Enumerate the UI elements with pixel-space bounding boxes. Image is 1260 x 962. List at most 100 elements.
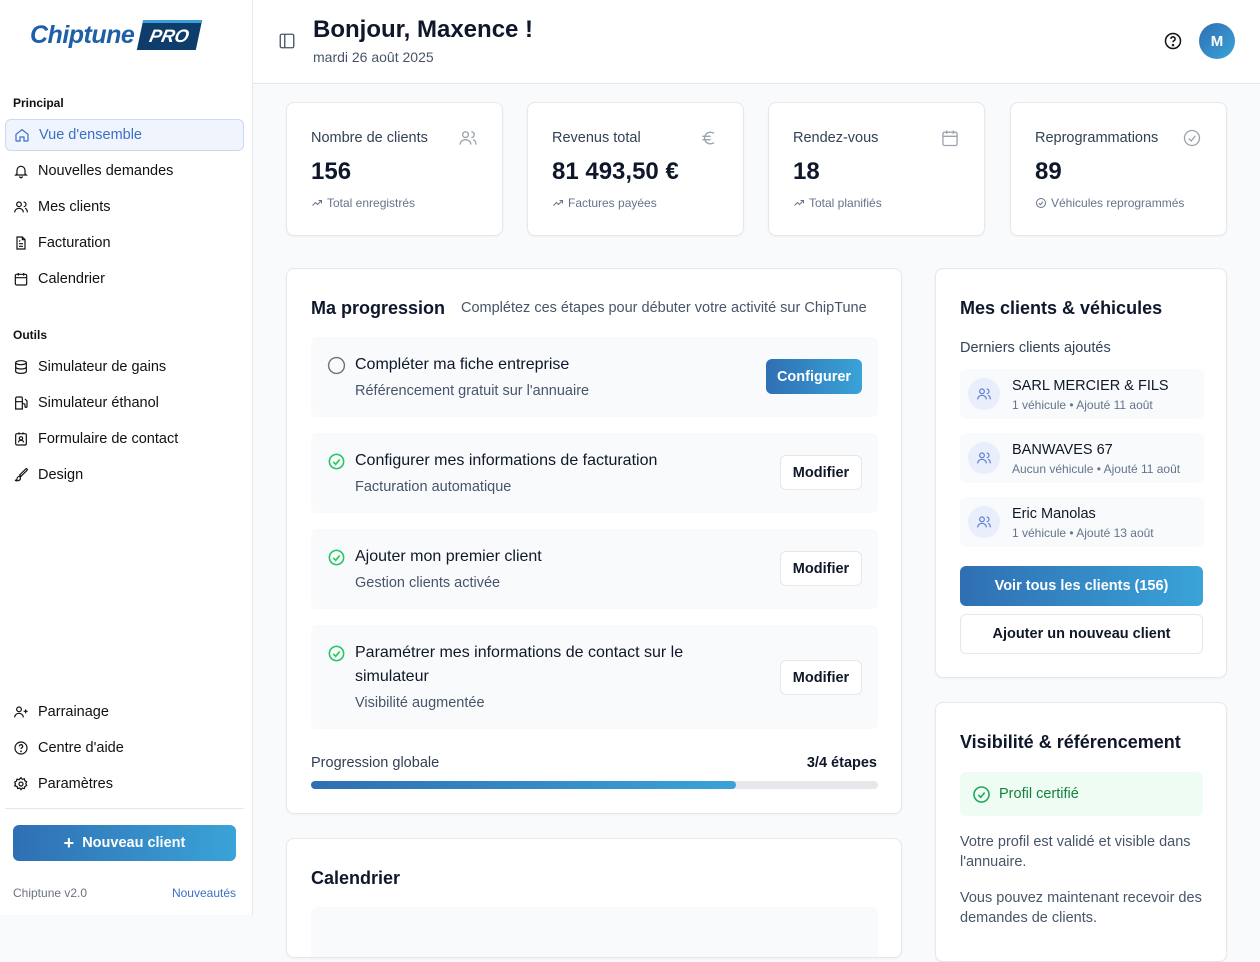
trend-icon — [312, 200, 322, 206]
stat-sub: Véhicules reprogrammés — [1035, 196, 1184, 210]
users-icon — [977, 452, 991, 464]
progress-bar-fill — [311, 781, 737, 789]
sidebar-item-label: Design — [38, 467, 84, 483]
sidebar-item-label: Parrainage — [38, 704, 109, 720]
view-all-clients-button[interactable]: Voir tous les clients (156) — [960, 566, 1203, 606]
calendar-card: Calendrier — [286, 838, 902, 958]
section-label: Principal — [13, 96, 64, 110]
stat-card: Nombre de clients 156 Total enregistrés — [286, 102, 503, 236]
sidebar-item-label: Calendrier — [38, 271, 105, 287]
client-name: Eric Manolas — [1012, 506, 1096, 522]
help-icon — [14, 741, 28, 755]
stat-sub: Factures payées — [552, 196, 657, 210]
progress-step: Paramétrer mes informations de contact s… — [311, 625, 878, 729]
progress-bar — [311, 781, 878, 789]
stat-value: 81 493,50 € — [552, 158, 679, 185]
date: mardi 26 août 2025 — [313, 49, 434, 65]
step-title: Paramétrer mes informations de contact s… — [355, 644, 684, 685]
add-client-button[interactable]: Ajouter un nouveau client — [960, 614, 1203, 654]
client-avatar — [968, 442, 1000, 474]
check-circle-icon — [973, 785, 990, 803]
clients-card: Mes clients & véhicules Derniers clients… — [935, 268, 1227, 678]
step-title: Configurer mes informations de facturati… — [355, 452, 658, 469]
new-client-button[interactable]: + Nouveau client — [13, 825, 236, 861]
logo[interactable]: Chiptune PRO — [30, 20, 203, 50]
sidebar-item-calendrier[interactable]: Calendrier — [5, 263, 244, 295]
client-avatar — [968, 378, 1000, 410]
sidebar-item-label: Centre d'aide — [38, 740, 124, 756]
sidebar-item-centre-d-aide[interactable]: Centre d'aide — [5, 732, 244, 764]
sidebar-item-label: Simulateur de gains — [38, 359, 167, 375]
step-title: Ajouter mon premier client — [355, 548, 542, 565]
step-action-button[interactable]: Modifier — [780, 660, 862, 695]
check-circle-icon — [1036, 198, 1046, 208]
stat-value: 89 — [1035, 158, 1062, 185]
help-icon[interactable] — [1163, 31, 1183, 51]
stat-card: Revenus total 81 493,50 € Factures payées — [527, 102, 744, 236]
sidebar-item-parrainage[interactable]: Parrainage — [5, 696, 244, 728]
progress-subtitle: Complétez ces étapes pour débuter votre … — [461, 300, 867, 316]
visibility-text: Votre profil est validé et visible dans … — [960, 834, 1191, 870]
sidebar-item-param-tres[interactable]: Paramètres — [5, 768, 244, 800]
sidebar-item-formulaire-de-contact[interactable]: Formulaire de contact — [5, 423, 244, 455]
stat-sub: Total planifiés — [793, 196, 882, 210]
stat-sub: Total enregistrés — [311, 196, 415, 210]
sidebar-item-simulateur-de-gains[interactable]: Simulateur de gains — [5, 351, 244, 383]
database-icon — [15, 360, 27, 374]
users-icon — [14, 201, 28, 213]
step-subtitle: Gestion clients activée — [355, 575, 501, 591]
sidebar-item-design[interactable]: Design — [5, 459, 244, 491]
visibility-card: Visibilité & référencement Profil certif… — [935, 702, 1227, 962]
file-icon — [16, 236, 26, 250]
header: Bonjour, Maxence ! mardi 26 août 2025 M — [253, 0, 1260, 84]
brush-icon — [14, 468, 28, 482]
sidebar-item-facturation[interactable]: Facturation — [5, 227, 244, 259]
progress-step: Compléter ma fiche entreprise Référenceme… — [311, 337, 878, 417]
contact-icon — [15, 432, 27, 446]
step-subtitle: Référencement gratuit sur l'annuaire — [355, 383, 590, 399]
avatar[interactable]: M — [1199, 23, 1235, 59]
calendar-icon — [14, 273, 28, 286]
global-progress-label: Progression globale — [311, 755, 440, 771]
sidebar-item-mes-clients[interactable]: Mes clients — [5, 191, 244, 223]
fuel-icon — [15, 396, 28, 410]
client-meta: 1 véhicule • Ajouté 13 août — [1012, 526, 1154, 540]
client-name: BANWAVES 67 — [1012, 442, 1113, 458]
sidebar-item-label: Mes clients — [38, 199, 111, 215]
sidebar-item-nouvelles-demandes[interactable]: Nouvelles demandes — [5, 155, 244, 187]
circle-icon — [327, 356, 346, 375]
progress-title: Ma progression — [311, 298, 446, 318]
user-plus-icon — [14, 706, 28, 718]
client-list-item[interactable]: SARL MERCIER & FILS 1 véhicule • Ajouté 1… — [960, 369, 1204, 419]
home-icon — [15, 128, 29, 142]
news-link[interactable]: Nouveautés — [171, 886, 236, 900]
gear-icon — [13, 776, 28, 791]
progress-step: Ajouter mon premier client Gestion client… — [311, 529, 878, 609]
version: Chiptune v2.0 — [13, 886, 88, 900]
check-circle-icon — [328, 645, 345, 662]
step-subtitle: Facturation automatique — [355, 479, 512, 495]
progress-step: Configurer mes informations de facturati… — [311, 433, 878, 513]
client-name: SARL MERCIER & FILS — [1012, 378, 1169, 394]
euro-icon — [702, 131, 715, 145]
stat-label: Nombre de clients — [311, 130, 428, 146]
step-action-button[interactable]: Modifier — [780, 551, 862, 586]
calendar-title: Calendrier — [311, 868, 401, 888]
step-action-button[interactable]: Modifier — [780, 455, 862, 490]
client-avatar — [968, 506, 1000, 538]
page-title: Bonjour, Maxence ! — [313, 16, 534, 43]
sidebar-item-simulateur-thanol[interactable]: Simulateur éthanol — [5, 387, 244, 419]
sidebar-item-label: Simulateur éthanol — [38, 395, 159, 411]
bell-icon — [14, 165, 28, 179]
stat-label: Revenus total — [552, 130, 641, 146]
sidebar: Chiptune PRO Principal Vue d'ensemble Nouv… — [0, 0, 253, 915]
sidebar-item-vue-d-ensemble[interactable]: Vue d'ensemble — [5, 119, 244, 151]
client-list-item[interactable]: BANWAVES 67 Aucun véhicule • Ajouté 11 ao… — [960, 433, 1204, 483]
clients-subtitle: Derniers clients ajoutés — [960, 340, 1111, 356]
clients-title: Mes clients & véhicules — [960, 298, 1163, 318]
stat-card: Rendez-vous 18 Total planifiés — [768, 102, 985, 236]
stat-value: 18 — [793, 158, 820, 185]
sidebar-toggle-icon[interactable] — [278, 32, 296, 50]
step-action-button[interactable]: Configurer — [766, 359, 862, 394]
client-list-item[interactable]: Eric Manolas 1 véhicule • Ajouté 13 août — [960, 497, 1204, 547]
